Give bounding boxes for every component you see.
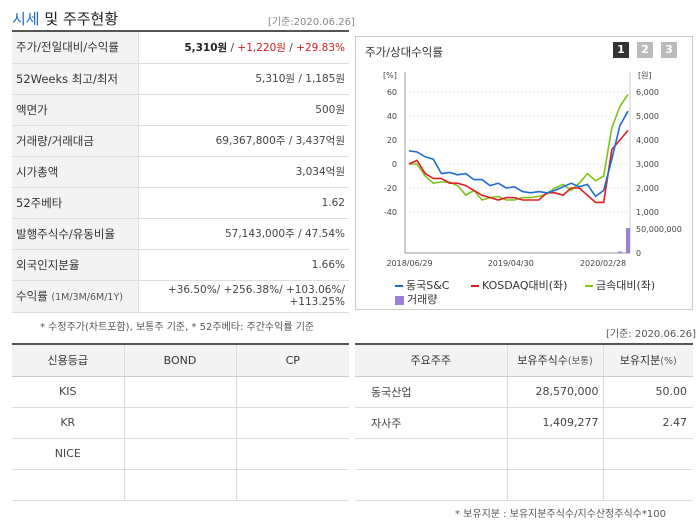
- left-tick-label: 40: [387, 112, 397, 121]
- table-row: [355, 469, 693, 501]
- right-unit-label: [원]: [638, 71, 652, 80]
- chart-page-3-button[interactable]: 3: [661, 42, 677, 58]
- table-row: 52Weeks 최고/최저 5,310원 / 1,185원: [12, 63, 349, 95]
- x-tick-label: 2019/04/30: [488, 259, 534, 268]
- table-row: 시가총액 3,034억원: [12, 156, 349, 188]
- legend-item-metal: 금속대비(좌): [585, 277, 655, 293]
- divider: [12, 343, 349, 345]
- x-tick-label: 2018/06/29: [386, 259, 432, 268]
- right-tick-label: 3,000: [636, 160, 659, 169]
- table-row: 자사주 1,409,277 2.47: [355, 407, 693, 439]
- section-title: 시세 및 주주현황: [12, 10, 119, 28]
- right-tick-label: 6,000: [636, 88, 659, 97]
- volume-tick-label: 50,000,000: [636, 225, 682, 234]
- left-tick-label: 60: [387, 88, 397, 97]
- right-tick-label: 4,000: [636, 136, 659, 145]
- footnote: * 수정주가(차트포함), 보통주 기준, * 52주베타: 주간수익률 기준: [40, 322, 315, 333]
- footnote-holding: * 보유지분 : 보유지분주식수/지수산정주식수*100: [455, 509, 666, 520]
- table-row: 발행주식수/유동비율 57,143,000주 / 47.54%: [12, 218, 349, 250]
- right-tick-label: 5,000: [636, 112, 659, 121]
- table-row: 수익률 (1M/3M/6M/1Y) +36.50%/ +256.38%/ +10…: [12, 280, 349, 313]
- chart-page-2-button[interactable]: 2: [637, 42, 653, 58]
- table-row: 액면가 500원: [12, 94, 349, 126]
- left-tick-label: 20: [387, 136, 397, 145]
- left-tick-label: -40: [384, 208, 397, 217]
- series-line: [409, 93, 629, 201]
- market-info-table: 주가/전일대비/수익률 5,310원 / +1,220원 / +29.83% 5…: [12, 32, 349, 313]
- table-row: [355, 438, 693, 470]
- volume-tick-label: 0: [636, 249, 641, 258]
- volume-bar: [617, 251, 622, 253]
- table-row: 거래량/거래대금 69,367,800주 / 3,437억원: [12, 125, 349, 157]
- table-row: 동국산업 28,570,000 50.00: [355, 376, 693, 408]
- legend-item-volume: 거래량: [395, 291, 437, 307]
- left-unit-label: [%]: [383, 71, 397, 80]
- chart-title: 주가/상대수익률: [365, 45, 443, 59]
- left-tick-label: 0: [392, 160, 397, 169]
- series-line: [408, 110, 629, 198]
- table-row: KR: [12, 407, 349, 439]
- table-row: [12, 469, 349, 501]
- right-tick-label: 2,000: [636, 184, 659, 193]
- table-row: KIS: [12, 376, 349, 408]
- credit-rating-table: 신용등급 BOND CP KIS KR NICE: [12, 345, 349, 501]
- divider: [12, 30, 349, 32]
- table-row: 외국인지분율 1.66%: [12, 249, 349, 281]
- divider: [355, 343, 693, 345]
- series-line: [408, 129, 629, 204]
- volume-bar: [626, 228, 630, 253]
- major-shareholder-table: 주요주주 보유주식수(보통) 보유지분(%) 동국산업 28,570,000 50.…: [355, 345, 693, 501]
- right-tick-label: 1,000: [636, 208, 659, 217]
- table-row: NICE: [12, 438, 349, 470]
- legend-item-stock: 동국S&C: [395, 277, 449, 293]
- base-date: [기준:2020.06.26]: [268, 17, 355, 28]
- legend-item-kosdaq: KOSDAQ대비(좌): [471, 277, 567, 293]
- chart-panel: [355, 36, 693, 310]
- x-tick-label: 2020/02/28: [580, 259, 626, 268]
- table-row: 52주베타 1.62: [12, 187, 349, 219]
- left-tick-label: -20: [384, 184, 397, 193]
- holder-base-date: [기준: 2020.06.26]: [606, 329, 697, 340]
- table-row: 주가/전일대비/수익률 5,310원 / +1,220원 / +29.83%: [12, 32, 349, 64]
- price-chart: [%] [원] 60 40 20 0 -20 -40 6,000 5,000 4,000 3,000 2…: [383, 71, 682, 268]
- chart-page-1-button[interactable]: 1: [613, 42, 629, 58]
